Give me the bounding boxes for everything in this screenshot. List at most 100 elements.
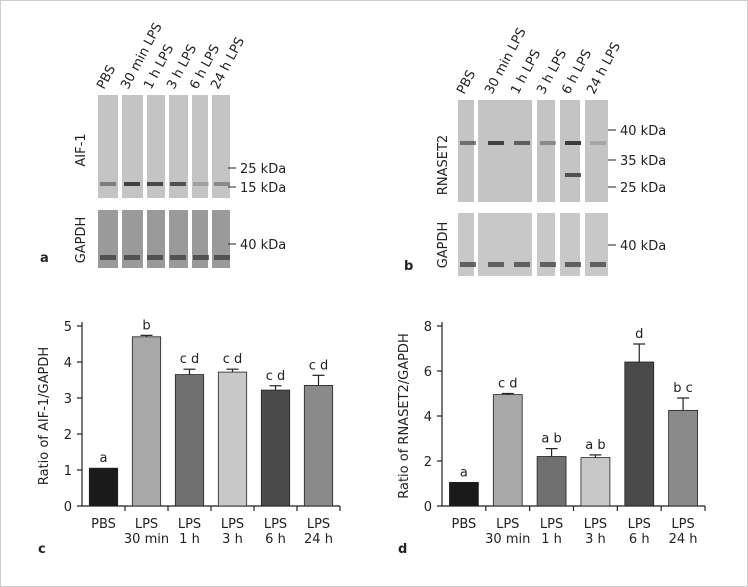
blot-band — [565, 141, 581, 145]
marker-label: 25 kDa — [620, 181, 666, 196]
blot-band — [124, 182, 140, 186]
marker-label: 15 kDa — [240, 181, 286, 196]
bar-letter: a — [460, 465, 468, 480]
blot-strip — [169, 95, 188, 198]
y-tick-label: 1 — [64, 464, 72, 479]
x-tick-label: PBS — [91, 517, 116, 532]
blot-strip — [192, 210, 208, 268]
y-tick-label: 2 — [424, 455, 432, 470]
bar-letter: c d — [309, 358, 329, 373]
bar-letter: d — [635, 327, 643, 342]
panel-letter: d — [398, 542, 407, 557]
bar — [260, 389, 291, 507]
blot-band — [460, 141, 476, 145]
y-axis-label: Ratio of RNASET2/GAPDH — [397, 333, 412, 498]
bar-letter: c d — [266, 369, 286, 384]
blot-strip — [537, 100, 555, 202]
x-tick-label: LPS 6 h — [264, 517, 287, 547]
panel-letter: b — [404, 259, 413, 274]
marker-label: 40 kDa — [620, 124, 666, 139]
bar-letter: b c — [673, 381, 693, 396]
y-tick-label: 8 — [424, 320, 432, 335]
marker-label: 25 kDa — [240, 162, 286, 177]
bar-letter: a b — [541, 432, 561, 447]
x-tick-label: PBS — [452, 517, 477, 532]
blot-band — [590, 262, 606, 267]
marker-label: 40 kDa — [240, 238, 286, 253]
blot-band — [100, 182, 116, 186]
panel-letter: a — [40, 251, 49, 266]
blot-strip — [98, 95, 118, 198]
bar — [668, 409, 698, 507]
blot-band — [540, 141, 556, 145]
target-label: AIF-1 — [74, 133, 89, 166]
y-tick-label: 0 — [424, 500, 432, 515]
blot-strip — [458, 100, 474, 202]
blot-strip — [169, 210, 188, 268]
x-tick-label: LPS 30 min — [124, 517, 169, 547]
loading-label: GAPDH — [74, 217, 89, 264]
y-tick-label: 2 — [64, 428, 72, 443]
bar-letter: c d — [180, 352, 200, 367]
blot-strip — [212, 210, 230, 268]
x-tick-label: LPS 24 h — [304, 517, 333, 547]
marker-label: 40 kDa — [620, 239, 666, 254]
blot-strip — [585, 213, 608, 276]
blot-strip — [122, 210, 143, 268]
target-label: RNASET2 — [436, 135, 451, 195]
marker-label: 35 kDa — [620, 154, 666, 169]
blot-strip — [560, 100, 580, 202]
blot-band — [460, 262, 476, 267]
y-tick-label: 0 — [64, 500, 72, 515]
bar-letter: a — [100, 451, 108, 466]
blot-band — [193, 255, 209, 260]
blot-band — [147, 255, 163, 260]
blot-band — [100, 255, 116, 260]
x-tick-label: LPS 1 h — [178, 517, 201, 547]
blot-band — [147, 182, 163, 186]
x-tick-label: LPS 1 h — [540, 517, 563, 547]
y-tick-label: 4 — [424, 410, 432, 425]
blot-band — [590, 141, 606, 145]
y-axis-label: Ratio of AIF-1/GAPDH — [37, 347, 52, 485]
blot-strip — [147, 95, 165, 198]
bar — [131, 336, 162, 507]
x-tick-label: LPS 30 min — [485, 517, 530, 547]
blot-strip — [458, 213, 474, 276]
blot-band — [514, 141, 530, 145]
bar-letter: c d — [223, 352, 243, 367]
bar-letter: a b — [585, 438, 605, 453]
blot-band — [565, 173, 581, 177]
x-tick-label: LPS 24 h — [669, 517, 698, 547]
x-tick-label: LPS 6 h — [628, 517, 651, 547]
blot-strip — [537, 213, 555, 276]
blot-strip — [147, 210, 165, 268]
y-tick-label: 3 — [64, 392, 72, 407]
x-tick-label: LPS 3 h — [584, 517, 607, 547]
y-tick-label: 4 — [64, 356, 72, 371]
blot-strip — [122, 95, 143, 198]
bar — [492, 394, 523, 507]
blot-band — [193, 182, 209, 186]
bar — [536, 456, 567, 507]
loading-label: GAPDH — [436, 222, 451, 269]
panel-letter: c — [38, 542, 46, 557]
blot-strip — [192, 95, 208, 198]
blot-strip — [585, 100, 608, 202]
bar — [449, 481, 479, 507]
blot-strip — [560, 213, 580, 276]
bar-letter: c d — [498, 377, 518, 392]
y-tick-label: 5 — [64, 320, 72, 335]
bar — [624, 361, 655, 507]
blot-band — [214, 255, 230, 260]
blot-band — [170, 255, 186, 260]
blot-band — [514, 262, 530, 267]
blot-band — [488, 141, 504, 145]
blot-band — [488, 262, 504, 267]
blot-strip — [212, 95, 230, 198]
blot-band — [540, 262, 556, 267]
bar — [88, 467, 119, 507]
blot-band — [124, 255, 140, 260]
